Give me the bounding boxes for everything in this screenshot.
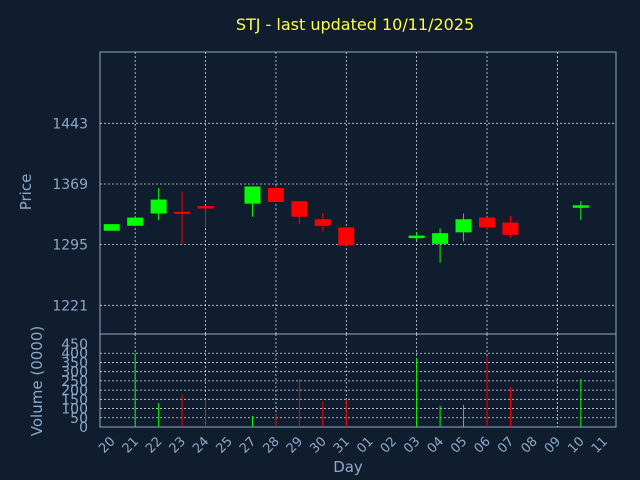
volume-tick-label: 50 (70, 411, 88, 427)
candles (103, 185, 589, 263)
candle-body (408, 235, 425, 239)
candle-body (572, 205, 589, 208)
volume-tick-label: 100 (61, 402, 88, 418)
day-tick-label: 02 (378, 434, 400, 456)
price-tick-label: 1443 (52, 116, 88, 132)
candle-body (291, 201, 308, 217)
candle-body (455, 219, 472, 233)
day-tick-label: 09 (542, 434, 564, 456)
day-axis-label: Day (333, 458, 363, 476)
price-tick-label: 1221 (52, 298, 88, 314)
price-axis-label: Price (17, 174, 35, 211)
volume-bars (134, 353, 582, 427)
price-panel-frame (99, 51, 617, 335)
volume-tick-label: 400 (61, 346, 88, 362)
day-tick-label: 11 (589, 434, 611, 456)
day-tick-label: 08 (518, 434, 540, 456)
candle-body (244, 186, 261, 204)
candle-body (150, 199, 167, 214)
candle-body (127, 217, 144, 226)
day-tick-label: 03 (401, 434, 423, 456)
day-tick-label: 01 (354, 434, 376, 456)
price-tick-labels: 1221 1295 1369 1443 (52, 116, 88, 314)
candle-body (432, 233, 449, 244)
candle-body (174, 211, 191, 214)
day-tick-label: 05 (448, 434, 470, 456)
day-tick-label: 27 (237, 434, 259, 456)
volume-tick-label: 150 (61, 392, 88, 408)
day-tick-label: 04 (425, 434, 447, 456)
grid-lines (100, 52, 616, 427)
volume-tick-label: 350 (61, 355, 88, 371)
day-tick-label: 28 (260, 434, 282, 456)
price-tick-label: 1369 (52, 177, 88, 193)
day-tick-label: 31 (331, 434, 353, 456)
day-tick-labels: 20 21 22 23 24 25 27 28 29 30 31 01 02 03 04 05 06 07 08 09… (96, 434, 611, 456)
day-tick-label: 21 (120, 434, 142, 456)
volume-tick-label: 250 (61, 374, 88, 390)
day-tick-label: 29 (284, 434, 306, 456)
volume-axis-label: Volume (0000) (28, 326, 46, 436)
day-tick-label: 30 (307, 434, 329, 456)
price-tick-label: 1295 (52, 238, 88, 254)
candle-body (314, 219, 331, 226)
candle-body (502, 222, 519, 235)
day-tick-label: 06 (472, 434, 494, 456)
volume-tick-label: 0 (79, 420, 88, 436)
chart-title: STJ - last updated 10/11/2025 (236, 15, 474, 34)
candle-body (479, 217, 495, 228)
candle-body (197, 206, 214, 209)
volume-tick-label: 450 (61, 337, 88, 353)
day-tick-label: 20 (96, 434, 118, 456)
volume-tick-label: 300 (61, 365, 88, 381)
candle-body (338, 227, 355, 246)
day-tick-label: 24 (190, 434, 212, 456)
volume-tick-label: 200 (61, 383, 88, 399)
day-tick-label: 22 (143, 434, 165, 456)
candle-body (267, 188, 284, 203)
day-tick-label: 25 (214, 434, 236, 456)
day-tick-label: 10 (565, 434, 587, 456)
day-tick-label: 07 (495, 434, 517, 456)
candle-body (103, 224, 120, 231)
day-tick-label: 23 (167, 434, 189, 456)
